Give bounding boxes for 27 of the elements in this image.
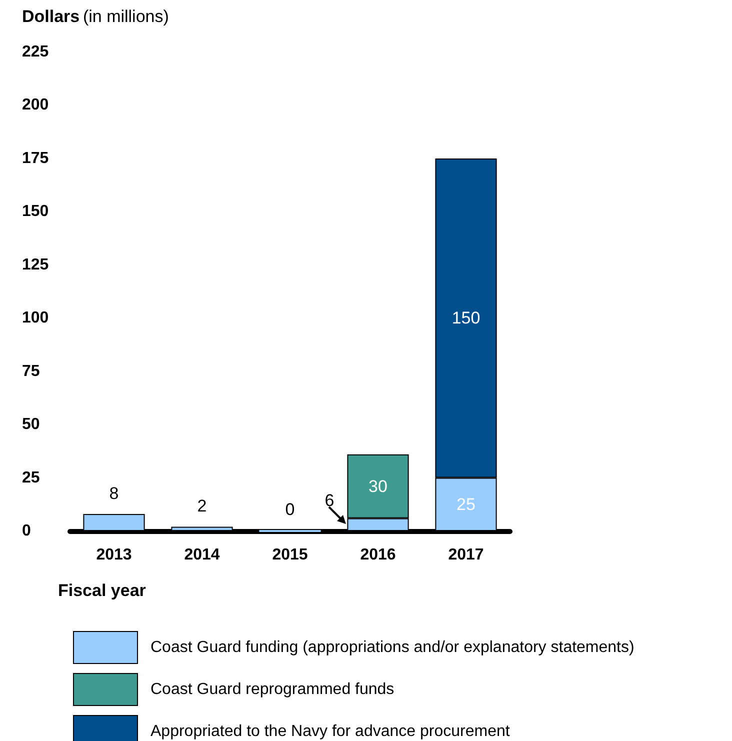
data-label: 25 <box>456 494 476 514</box>
data-label: 6 <box>324 491 334 510</box>
y-tick-label: 50 <box>22 416 40 434</box>
x-tick-label: 2015 <box>272 546 308 564</box>
y-tick-label: 225 <box>22 44 49 60</box>
legend-label: Coast Guard funding (appropriations and/or explanatory statements) <box>150 639 634 656</box>
data-label: 30 <box>368 476 388 496</box>
legend-label: Coast Guard reprogrammed funds <box>150 681 394 698</box>
data-label: 0 <box>285 500 295 519</box>
y-tick-label: 75 <box>22 362 40 380</box>
x-tick-label: 2017 <box>448 546 484 564</box>
y-tick-label: 100 <box>22 310 49 327</box>
y-tick-label: 25 <box>22 469 40 486</box>
y-tick-label: 175 <box>22 150 49 167</box>
data-label: 2 <box>197 496 207 516</box>
data-label: 150 <box>452 308 480 328</box>
y-axis-title: Dollars (in millions) <box>22 7 169 26</box>
x-axis-title: Fiscal year <box>58 581 146 600</box>
x-tick-label: 2014 <box>184 546 220 564</box>
y-tick-label: 0 <box>22 522 31 540</box>
y-tick-label: 200 <box>22 96 49 114</box>
legend-label: Appropriated to the Navy for advance procurement <box>150 723 510 740</box>
y-tick-label: 150 <box>22 203 49 220</box>
data-label: 8 <box>109 484 119 503</box>
x-tick-label: 2016 <box>360 546 396 564</box>
x-tick-label: 2013 <box>96 546 132 564</box>
y-tick-label: 125 <box>22 256 49 274</box>
